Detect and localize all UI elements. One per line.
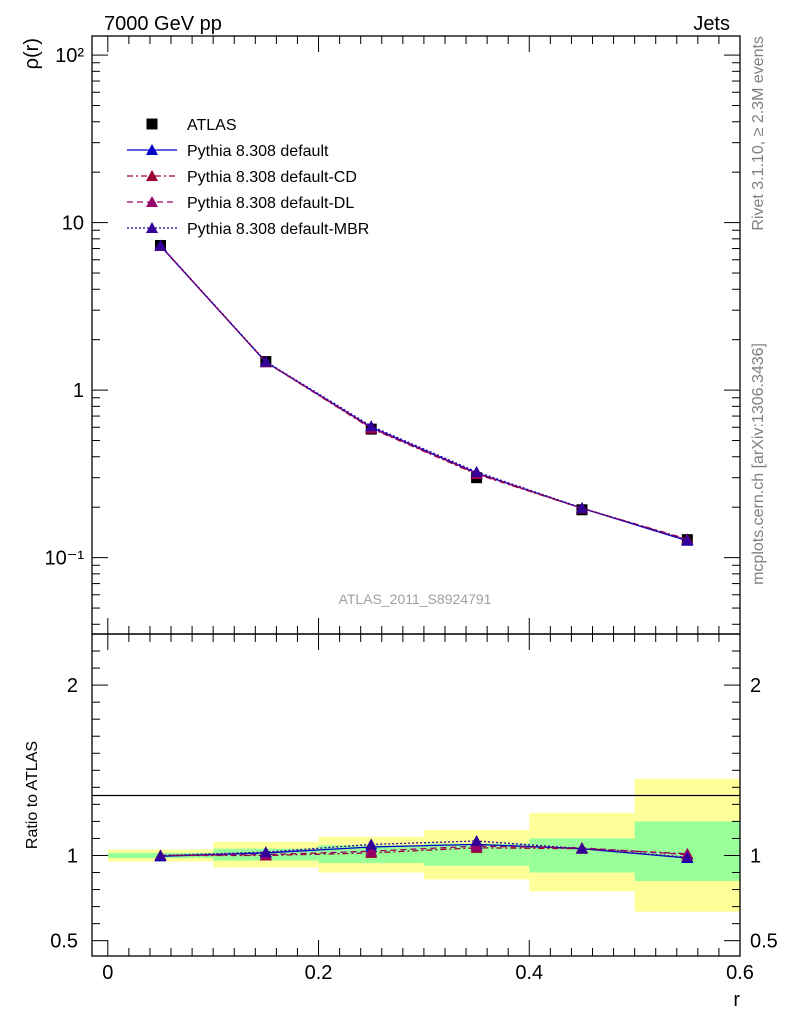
legend-marker-atlas: [146, 118, 158, 130]
legend-label-atlas: ATLAS: [187, 117, 237, 134]
mc-series-point: [365, 420, 378, 432]
ratio-series-point: [575, 842, 588, 854]
main-y-tick-label: 1: [73, 380, 84, 402]
main-y-tick-label: 10: [62, 213, 84, 235]
ratio-y-tick-label: 2: [67, 675, 78, 697]
x-tick-label: 0.2: [305, 962, 333, 984]
mcplots-label: mcplots.cern.ch [arXiv:1306.3436]: [750, 343, 767, 585]
main-series-lines: [154, 239, 694, 546]
analysis-watermark: ATLAS_2011_S8924791: [339, 591, 492, 607]
ratio-series-point: [259, 846, 272, 858]
mc-series-point: [681, 534, 694, 546]
ratio-y-tick-label: 1: [67, 845, 78, 867]
mc-series-line: [160, 245, 688, 540]
header-left: 7000 GeV pp: [104, 13, 222, 35]
x-tick-label: 0: [102, 962, 113, 984]
ratio-series-point: [365, 838, 378, 850]
tick-labels: 10⁻¹ 1 10 10² 0.5 0.5 1 1 2 2 0 0.2 0.4 0.6: [45, 45, 778, 984]
mc-series-line: [160, 245, 688, 541]
ratio-series-point: [470, 835, 483, 846]
main-y-axis-label: ρ(r): [21, 38, 43, 69]
ratio-y-tick-label: 0.5: [50, 931, 78, 953]
rivet-version-label: Rivet 3.1.10, ≥ 2.3M events: [750, 36, 767, 231]
ratio-series-point: [681, 851, 694, 863]
legend-label: Pythia 8.308 default-MBR: [187, 221, 369, 238]
ratio-y-axis-label: Ratio to ATLAS: [24, 741, 41, 849]
main-y-tick-label: 10²: [55, 45, 84, 67]
mc-series-point: [470, 465, 483, 477]
mc-series-line: [160, 245, 688, 541]
ratio-series-lines: [154, 835, 694, 864]
legend-marker: [146, 196, 158, 207]
ratio-series-line: [160, 845, 688, 857]
legend-label: Pythia 8.308 default-CD: [187, 169, 357, 186]
x-tick-label: 0.4: [515, 962, 543, 984]
mc-series-point: [154, 239, 167, 251]
ratio-series-point: [365, 845, 378, 857]
mc-series-line: [160, 245, 688, 542]
ratio-y-tick-label-right: 0.5: [750, 931, 778, 953]
x-tick-label: 0.6: [726, 962, 754, 984]
legend-marker: [146, 170, 158, 181]
x-axis-label: r: [733, 989, 740, 1011]
legend-marker: [146, 222, 158, 233]
legend-label: Pythia 8.308 default-DL: [187, 195, 354, 212]
ratio-series-line: [160, 847, 688, 857]
ratio-series-point: [154, 849, 167, 861]
mc-series-point: [575, 501, 588, 513]
main-y-tick-label: 10⁻¹: [45, 548, 85, 570]
ratio-series-line: [160, 843, 688, 859]
legend-marker: [146, 144, 158, 155]
ratio-y-tick-label-right: 2: [750, 675, 761, 697]
legend: ATLAS Pythia 8.308 default Pythia 8.308 de…: [127, 117, 369, 238]
ratio-y-tick-label-right: 1: [750, 845, 761, 867]
legend-label: Pythia 8.308 default: [187, 143, 329, 160]
header-right: Jets: [693, 13, 730, 35]
mc-series-point: [259, 355, 272, 367]
